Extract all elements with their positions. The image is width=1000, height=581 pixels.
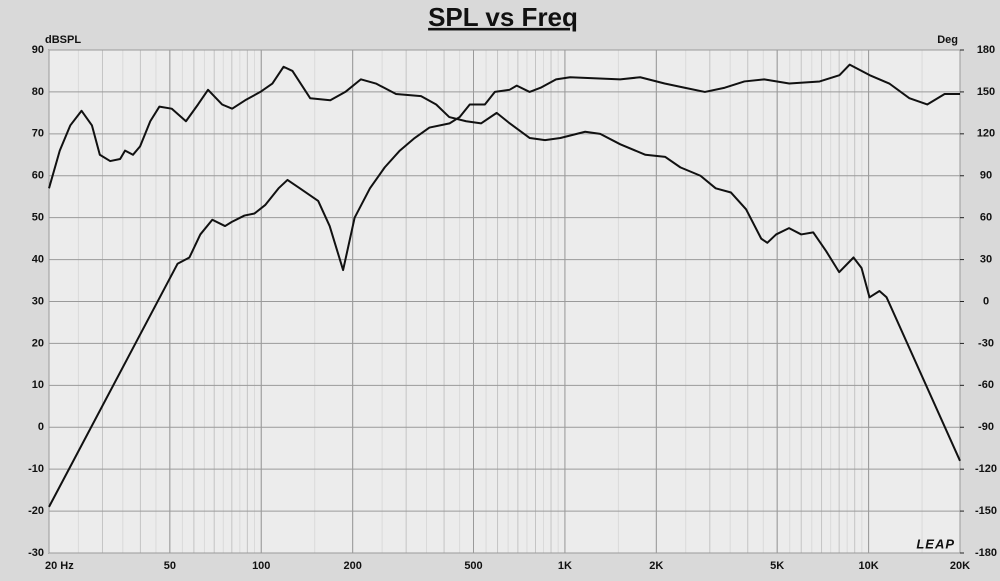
y-tick-label: -30 [28, 547, 44, 559]
chart-title: SPL vs Freq [428, 2, 578, 32]
y2-tick-label: 120 [977, 128, 995, 140]
logo: LEAP [916, 536, 955, 551]
y2-tick-label: 60 [980, 212, 992, 224]
x-tick-label: 2K [649, 560, 663, 572]
y-tick-label: 10 [32, 379, 44, 391]
y2-tick-label: 30 [980, 253, 992, 265]
x-tick-label: 5K [770, 560, 784, 572]
y2-tick-label: -120 [975, 463, 997, 475]
y2-tick-label: 0 [983, 295, 989, 307]
curves [48, 63, 961, 508]
y-tick-label: 80 [32, 86, 44, 98]
y-tick-label: -20 [28, 505, 44, 517]
x-tick-label: 10K [858, 560, 878, 572]
y-tick-label: 90 [32, 44, 44, 56]
y-tick-label: 60 [32, 170, 44, 182]
y-tick-label: 0 [38, 421, 44, 433]
x-tick-label: 100 [252, 560, 270, 572]
y-tick-label: 40 [32, 253, 44, 265]
y-tick-label: -10 [28, 463, 44, 475]
y2-tick-label: -150 [975, 505, 997, 517]
y2-tick-label: -30 [978, 337, 994, 349]
y2-tick-label: 90 [980, 170, 992, 182]
y-tick-label: 20 [32, 337, 44, 349]
y2-tick-label: 180 [977, 44, 995, 56]
x-tick-label: 20K [950, 560, 970, 572]
x-tick-label: 20 Hz [45, 560, 74, 572]
curve [48, 65, 961, 462]
x-tick-label: 500 [464, 560, 482, 572]
y-tick-label: 30 [32, 295, 44, 307]
y-tick-label: 70 [32, 128, 44, 140]
y2-tick-label: -90 [978, 421, 994, 433]
y-tick-label: 50 [32, 212, 44, 224]
x-tick-label: 50 [164, 560, 176, 572]
grid [48, 49, 964, 554]
y2-tick-label: -60 [978, 379, 994, 391]
y-axis-label: dBSPL [45, 34, 81, 46]
y2-tick-label: 150 [977, 86, 995, 98]
y2-tick-label: -180 [975, 547, 997, 559]
x-tick-label: 200 [343, 560, 361, 572]
x-tick-label: 1K [558, 560, 572, 572]
curve [48, 63, 960, 508]
y2-axis-label: Deg [937, 34, 958, 46]
